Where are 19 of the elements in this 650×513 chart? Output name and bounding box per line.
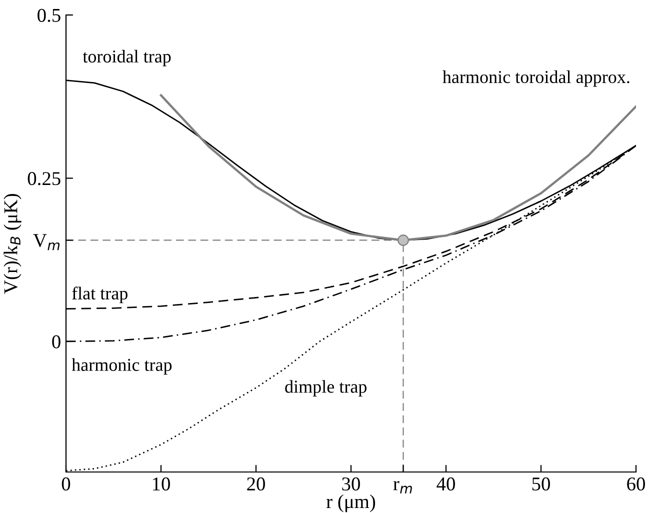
y-axis-title: V(r)/k$_{B}$ (μK) (4, 194, 22, 294)
series-label: dimple trap (285, 380, 367, 396)
series-label: toroidal trap (82, 50, 171, 66)
x-tick-label: r$_{m}$ (393, 481, 412, 494)
x-tick-label: 0 (62, 477, 70, 491)
y-tick-label: V$_{m}$ (33, 234, 60, 250)
y-tick-label: 0.5 (38, 8, 60, 22)
x-axis-title: r (μm) (326, 494, 376, 512)
x-tick-label: 30 (342, 477, 360, 491)
series-label: flat trap (72, 286, 128, 304)
x-tick-label: 50 (532, 477, 550, 491)
x-tick-label: 10 (152, 477, 170, 491)
x-tick-label: 20 (247, 477, 265, 491)
x-tick-label: 40 (436, 477, 455, 491)
x-tick-label: 60 (627, 477, 645, 491)
y-tick-label: 0.25 (28, 172, 60, 186)
series-label: harmonic toroidal approx. (442, 70, 630, 87)
y-tick-label: 0 (52, 335, 60, 348)
series-label: harmonic trap (72, 358, 172, 375)
